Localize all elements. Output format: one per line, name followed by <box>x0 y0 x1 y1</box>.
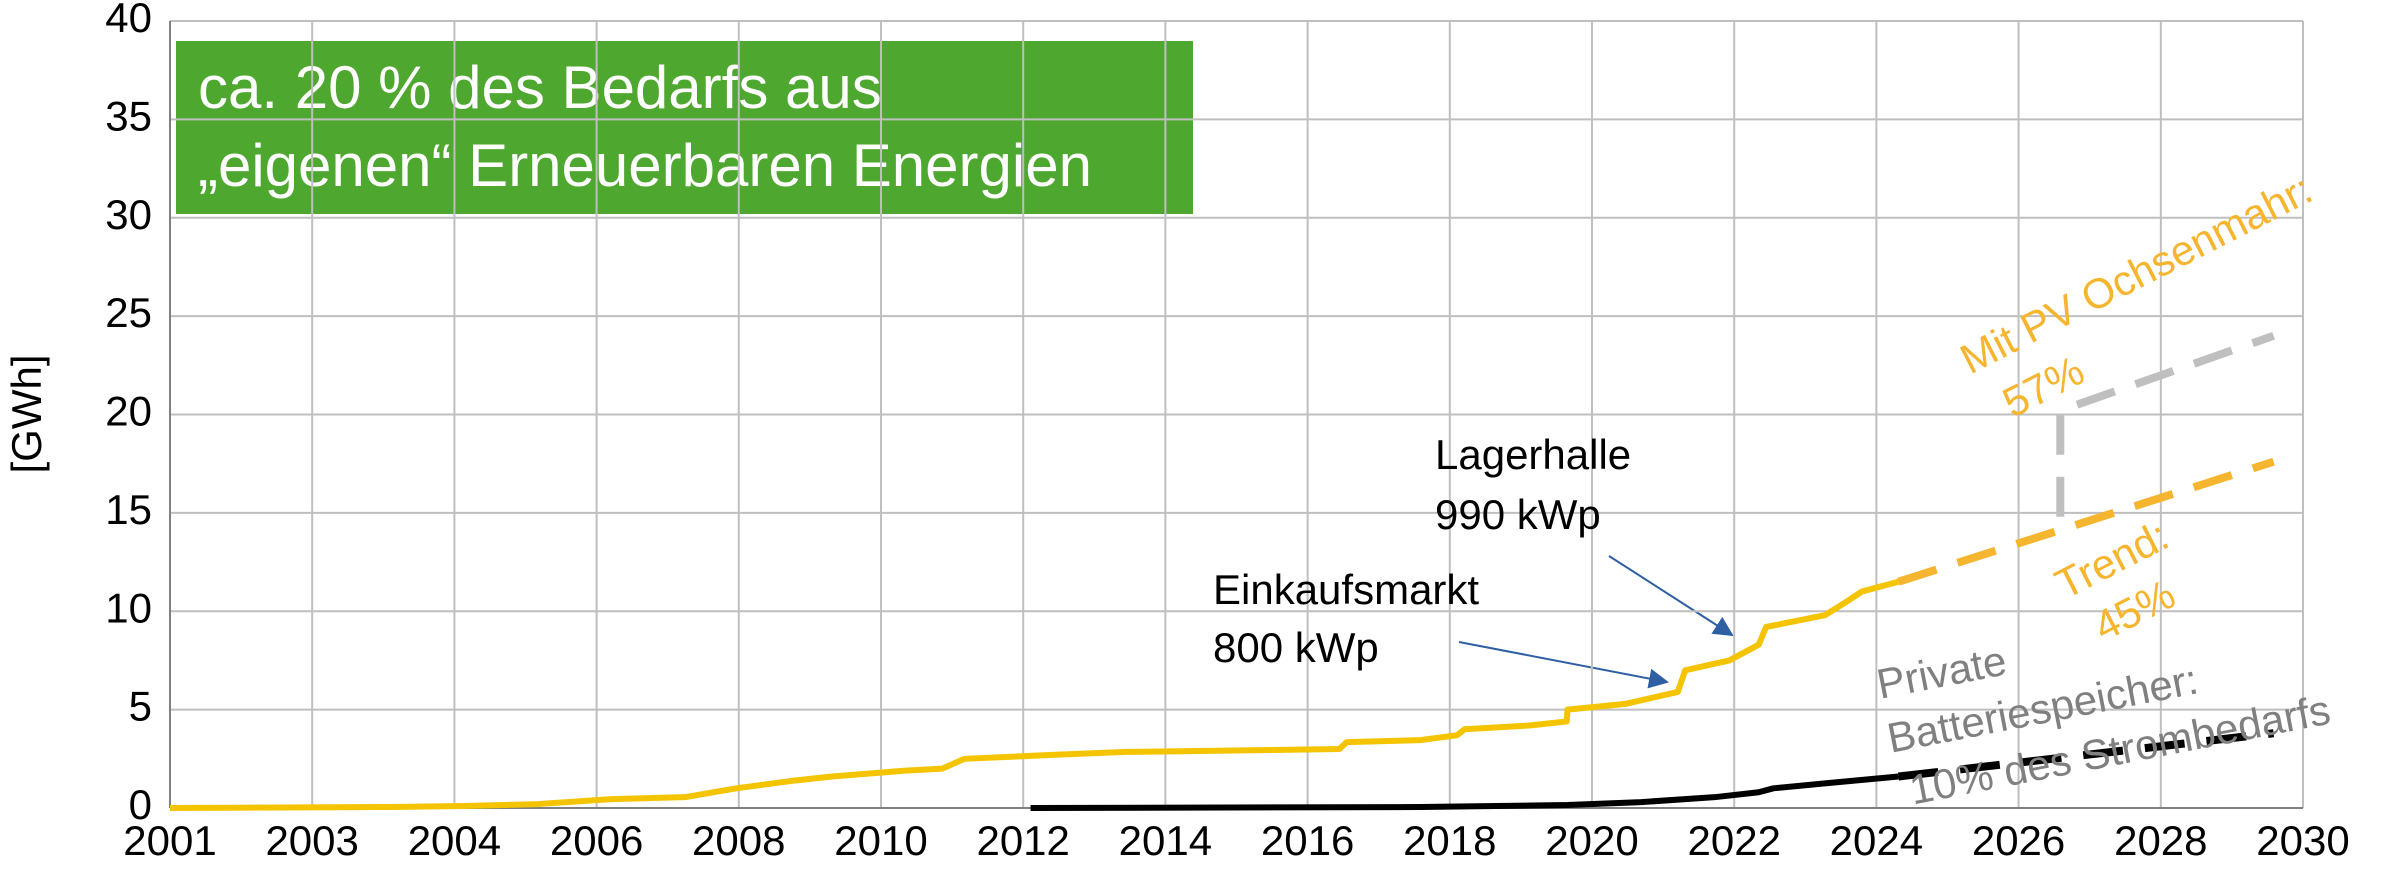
y-tick-label: 35 <box>105 92 152 139</box>
x-tick-label: 2026 <box>1972 817 2065 864</box>
x-tick-label: 2020 <box>1545 817 1638 864</box>
x-tick-label: 2001 <box>123 817 216 864</box>
y-tick-label: 15 <box>105 486 152 533</box>
annotation: 990 kWp <box>1435 491 1601 538</box>
annotation: Mit PV Ochsenmahr: <box>1953 165 2320 383</box>
x-tick-label: 2008 <box>692 817 785 864</box>
line-series <box>1898 729 2275 781</box>
x-tick-label: 2016 <box>1261 817 1354 864</box>
x-tick-label: 2010 <box>834 817 927 864</box>
x-tick-label: 2018 <box>1403 817 1496 864</box>
annotation: Einkaufsmarkt <box>1213 566 1479 613</box>
arrow <box>1608 555 1734 637</box>
line-series <box>2056 332 2275 517</box>
y-axis-label: [GWh] <box>3 354 50 473</box>
annotation: Lagerhalle <box>1435 431 1631 478</box>
x-tick-label: 2003 <box>265 817 358 864</box>
y-tick-label: 40 <box>105 0 152 41</box>
line-series <box>1030 773 1899 811</box>
y-tick-label: 30 <box>105 191 152 238</box>
y-tick-label: 5 <box>129 683 152 730</box>
x-tick-label: 2012 <box>976 817 1069 864</box>
x-tick-label: 2006 <box>550 817 643 864</box>
line-series <box>1897 457 2275 586</box>
x-tick-label: 2028 <box>2114 817 2207 864</box>
callout-text: ca. 20 % des Bedarfs aus <box>198 54 882 121</box>
arrow <box>1458 641 1669 689</box>
y-tick-label: 25 <box>105 289 152 336</box>
x-tick-label: 2022 <box>1688 817 1781 864</box>
x-tick-label: 2024 <box>1830 817 1923 864</box>
y-tick-label: 20 <box>105 388 152 435</box>
y-tick-label: 0 <box>129 781 152 828</box>
line-series <box>169 578 1900 811</box>
callout-text: „eigenen“ Erneuerbaren Energien <box>198 132 1092 199</box>
y-tick-label: 10 <box>105 584 152 631</box>
x-tick-label: 2014 <box>1119 817 1212 864</box>
x-tick-label: 2030 <box>2256 817 2349 864</box>
annotation: 800 kWp <box>1213 624 1379 671</box>
x-tick-label: 2004 <box>408 817 501 864</box>
